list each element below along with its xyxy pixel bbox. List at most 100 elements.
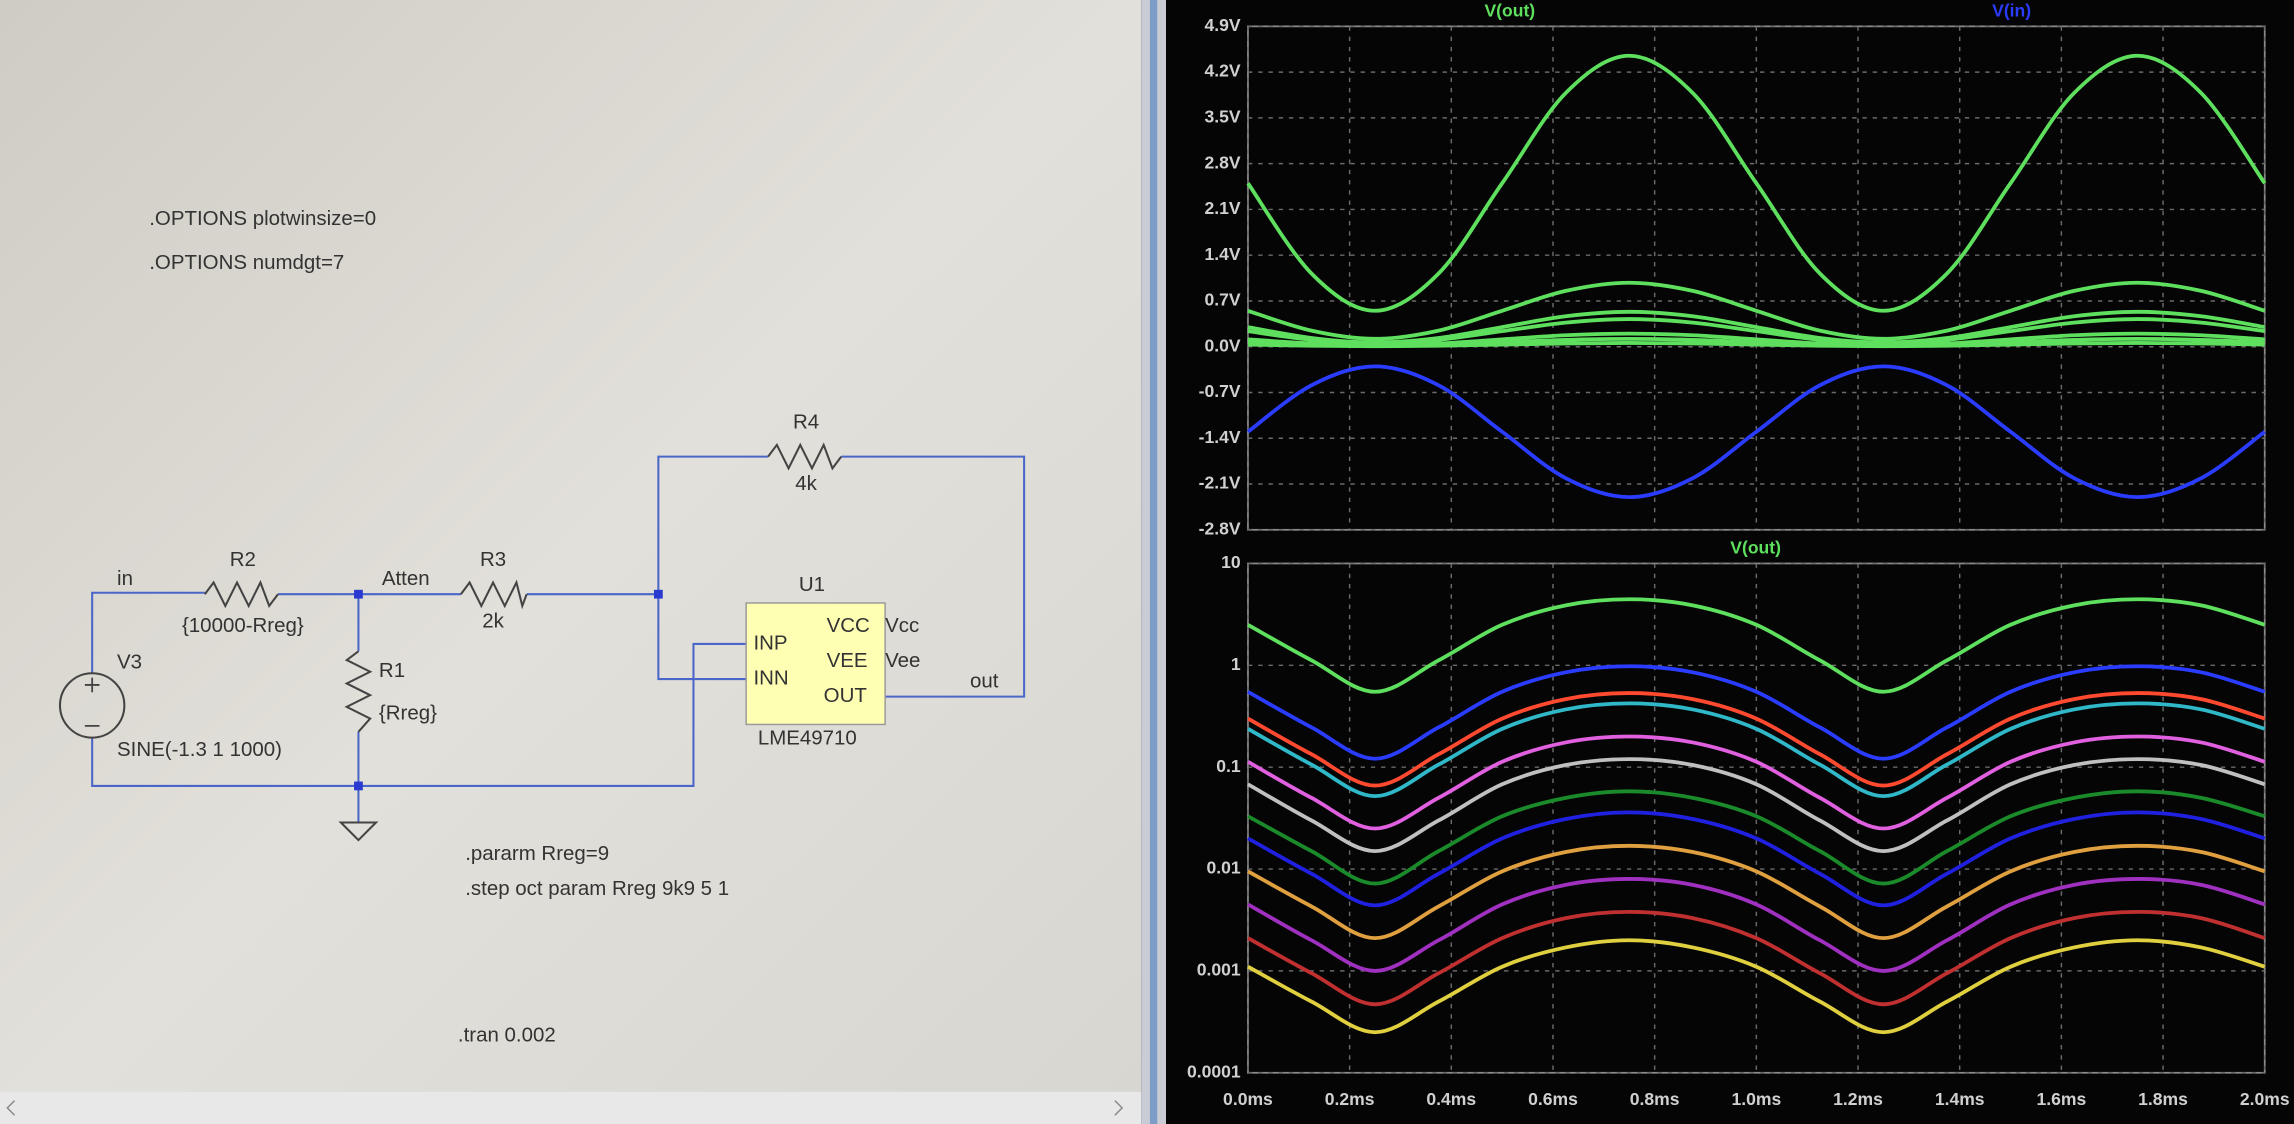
source-polarity bbox=[84, 677, 100, 727]
component-name: R3 bbox=[480, 548, 506, 571]
component-name: V3 bbox=[117, 650, 142, 673]
y-tick-label: 0.0V bbox=[1205, 335, 1241, 355]
y-tick-label: -2.8V bbox=[1199, 518, 1241, 538]
trace bbox=[1247, 877, 2266, 973]
net-label: Vee bbox=[885, 649, 920, 672]
y-tick-label: 4.9V bbox=[1205, 15, 1241, 35]
pin-label: OUT bbox=[824, 684, 868, 707]
pin-label: INP bbox=[753, 631, 787, 654]
resistor bbox=[460, 579, 528, 610]
wires bbox=[91, 455, 1026, 823]
y-tick-label: 0.001 bbox=[1197, 960, 1241, 980]
component-name: R1 bbox=[379, 659, 405, 682]
trace bbox=[1247, 789, 2266, 886]
x-tick-label: 0.6ms bbox=[1528, 1089, 1578, 1109]
x-tick-label: 1.8ms bbox=[2138, 1089, 2188, 1109]
trace bbox=[1247, 757, 2266, 854]
y-tick-label: 2.1V bbox=[1205, 198, 1241, 218]
junction bbox=[354, 589, 363, 599]
y-tick-label: 1.4V bbox=[1205, 244, 1241, 264]
x-tick-label: 0.2ms bbox=[1325, 1089, 1375, 1109]
junction bbox=[653, 589, 663, 599]
resistor bbox=[204, 579, 279, 609]
component-value: 2k bbox=[482, 609, 504, 632]
y-tick-label: 0.0001 bbox=[1187, 1061, 1241, 1081]
directive: .OPTIONS numdgt=7 bbox=[149, 251, 344, 274]
y-tick-label: 0.7V bbox=[1205, 290, 1241, 310]
pin-label: INN bbox=[753, 666, 788, 689]
trace bbox=[1247, 701, 2266, 799]
trace bbox=[1247, 664, 2266, 761]
resistor bbox=[344, 650, 373, 733]
trace bbox=[1246, 364, 2266, 500]
voltage-source bbox=[58, 672, 126, 739]
wire bbox=[657, 455, 769, 595]
trace bbox=[1247, 317, 2265, 346]
schematic-panel bbox=[0, 0, 1142, 1124]
pin-label: VCC bbox=[827, 614, 870, 637]
y-tick-label: -1.4V bbox=[1199, 427, 1241, 447]
trace bbox=[1247, 810, 2266, 908]
x-tick-label: 0.0ms bbox=[1223, 1089, 1273, 1109]
trace bbox=[1247, 597, 2266, 694]
x-tick-label: 0.8ms bbox=[1630, 1089, 1680, 1109]
wire bbox=[841, 455, 1026, 698]
y-tick-label: 2.8V bbox=[1205, 152, 1241, 172]
y-tick-label: 10 bbox=[1221, 552, 1241, 572]
y-tick-label: 3.5V bbox=[1205, 107, 1241, 127]
trace bbox=[1247, 909, 2266, 1007]
plot-panel bbox=[1166, 0, 2294, 1124]
net-label: in bbox=[117, 567, 133, 590]
component-name: R4 bbox=[793, 410, 819, 433]
x-tick-label: 1.0ms bbox=[1731, 1089, 1781, 1109]
net-label: Vcc bbox=[885, 614, 919, 637]
legend-entry: V(out) bbox=[1730, 537, 1781, 557]
legend-entry: V(in) bbox=[1992, 0, 2031, 20]
trace bbox=[1247, 843, 2266, 940]
trace bbox=[1247, 938, 2266, 1035]
y-tick-label: 0.01 bbox=[1206, 858, 1240, 878]
y-tick-label: 1 bbox=[1231, 654, 1241, 674]
net-label: out bbox=[970, 669, 999, 692]
scroll-right[interactable] bbox=[1114, 1100, 1124, 1116]
component-name: U1 bbox=[799, 573, 825, 596]
trace bbox=[1247, 341, 2265, 349]
trace bbox=[1246, 53, 2267, 313]
y-tick-label: -2.1V bbox=[1199, 473, 1241, 493]
trace bbox=[1247, 734, 2266, 831]
component-name: R2 bbox=[230, 548, 256, 571]
junction bbox=[354, 781, 363, 791]
x-tick-label: 2.0ms bbox=[2240, 1089, 2290, 1109]
component-value: {10000-Rreg} bbox=[182, 614, 304, 637]
ground bbox=[338, 821, 379, 842]
y-tick-label: 4.2V bbox=[1205, 61, 1241, 81]
x-tick-label: 1.6ms bbox=[2037, 1089, 2087, 1109]
divider-edge bbox=[1149, 0, 1158, 1124]
net-label: Atten bbox=[382, 567, 430, 590]
component-value: SINE(-1.3 1 1000) bbox=[117, 738, 282, 761]
resistor bbox=[767, 442, 843, 471]
x-tick-label: 1.2ms bbox=[1833, 1089, 1883, 1109]
x-tick-label: 0.4ms bbox=[1426, 1089, 1476, 1109]
directive: .pararm Rreg=9 bbox=[465, 842, 609, 865]
wire bbox=[91, 642, 747, 787]
scrollbar[interactable] bbox=[0, 1091, 1142, 1124]
wire bbox=[91, 591, 205, 674]
y-tick-label: 0.1 bbox=[1216, 756, 1241, 776]
opamp-block bbox=[745, 602, 886, 726]
wire bbox=[657, 594, 747, 681]
y-tick-label: -0.7V bbox=[1199, 381, 1241, 401]
scroll-left[interactable] bbox=[6, 1100, 16, 1116]
component-value: {Rreg} bbox=[379, 702, 437, 725]
component-value: LME49710 bbox=[758, 726, 857, 749]
legend-entry: V(out) bbox=[1484, 0, 1535, 20]
trace bbox=[1247, 691, 2266, 788]
directive: .tran 0.002 bbox=[458, 1024, 556, 1047]
pin-label: VEE bbox=[827, 649, 868, 672]
component-value: 4k bbox=[795, 472, 817, 495]
x-tick-label: 1.4ms bbox=[1935, 1089, 1985, 1109]
directive: .step oct param Rreg 9k9 5 1 bbox=[465, 877, 729, 900]
trace bbox=[1247, 280, 2266, 341]
